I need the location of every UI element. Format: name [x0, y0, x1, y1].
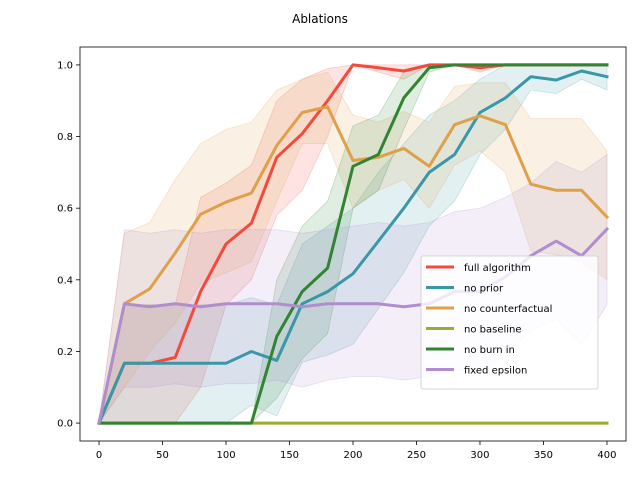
- y-tick-label: 1.0: [57, 60, 73, 71]
- x-tick-label: 50: [156, 450, 169, 461]
- x-tick-label: 250: [407, 450, 426, 461]
- legend-label-no-counterfactual: no counterfactual: [464, 304, 552, 315]
- x-tick-label: 0: [96, 450, 102, 461]
- legend-label-no-burn-in: no burn in: [464, 345, 515, 356]
- x-tick-label: 300: [470, 450, 489, 461]
- y-tick-label: 0.2: [57, 347, 73, 358]
- y-tick-label: 0.4: [57, 275, 73, 286]
- y-tick-label: 0.6: [57, 204, 73, 215]
- legend-label-fixed-epsilon: fixed epsilon: [464, 366, 527, 377]
- legend-label-no-prior: no prior: [464, 284, 504, 295]
- y-tick-label: 0.0: [57, 419, 73, 430]
- x-tick-label: 200: [343, 450, 362, 461]
- legend-label-no-baseline: no baseline: [464, 325, 522, 336]
- legend: full algorithm no prior no counterfactual n…: [420, 255, 599, 390]
- y-axis-ticks: 0.0 0.2 0.4 0.6 0.8 1.0: [57, 60, 80, 430]
- chart-title: Ablations: [292, 12, 348, 26]
- legend-box: [420, 255, 599, 390]
- x-tick-label: 400: [597, 450, 616, 461]
- line-no-counterfactual: [97, 105, 610, 425]
- x-tick-label: 350: [534, 450, 553, 461]
- x-tick-label: 150: [280, 450, 299, 461]
- legend-label-full-algorithm: full algorithm: [464, 263, 531, 274]
- line-no-prior: [97, 69, 609, 426]
- series-lines: [97, 63, 610, 426]
- line-no-burn-in: [97, 63, 609, 425]
- band-full-algorithm: [98, 64, 607, 424]
- y-tick-label: 0.8: [57, 132, 73, 143]
- x-axis-ticks: 0 50 100 150 200 250 300 350 400: [96, 441, 617, 461]
- confidence-bands: [98, 64, 608, 424]
- x-tick-label: 100: [216, 450, 235, 461]
- band-no-burn-in: [99, 64, 607, 424]
